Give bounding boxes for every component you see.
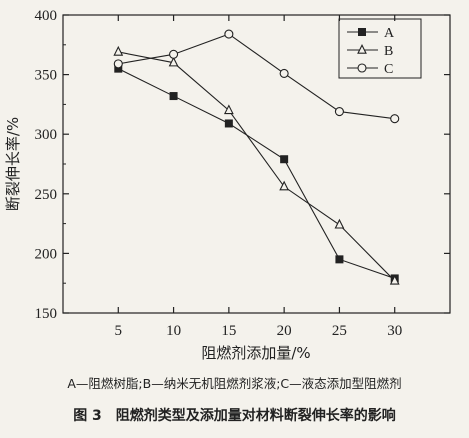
data-point-B [389,274,400,285]
data-point-B [223,104,234,115]
line-chart: 150 200 250 300 350 400 5 10 15 20 25 30 ABC 阻燃剂添加量… [4,8,451,362]
legend-box [338,18,422,79]
x-axis-title: 阻燃剂添加量/% [201,344,310,362]
data-point-C [169,49,179,59]
data-point-A [335,255,344,264]
ticks: 150 200 250 300 350 400 5 10 15 20 25 30 [35,8,450,339]
y-tick-label: 350 [35,68,58,84]
legend-label-B: B [384,44,393,59]
x-tick-label: 10 [166,323,181,339]
y-tick-label: 200 [35,246,58,262]
data-point-B [334,218,345,229]
data-point-C [224,29,234,39]
data-point-A [280,155,289,164]
series-line-A [118,68,395,279]
y-tick-label: 150 [35,306,58,322]
plot-frame [62,14,451,314]
series-C [113,29,400,124]
figure-caption: 图 3 阻燃剂类型及添加量对材料断裂伸长率的影响 [73,408,396,424]
legend-label-A: A [384,26,395,41]
legend: ABC [338,18,422,79]
data-point-B [168,56,179,67]
legend-marker-C [357,63,367,73]
series-A [114,64,399,283]
x-tick-label: 30 [387,323,402,339]
x-tick-label: 25 [332,323,347,339]
legend-marker-A [358,28,366,36]
legend-label-C: C [384,62,393,77]
data-point-B [113,45,124,56]
data-point-C [113,59,123,69]
series-line-B [118,51,396,282]
x-tick-label: 20 [277,323,292,339]
data-point-C [279,68,289,78]
data-point-C [390,114,400,124]
data-point-B [279,180,290,191]
x-tick-label: 5 [115,323,123,339]
x-tick-label: 15 [221,323,236,339]
series-line-C [118,33,395,120]
data-point-A [224,119,233,128]
y-tick-label: 300 [35,127,58,143]
legend-marker-B [357,43,367,54]
series-B [113,45,400,285]
figure-legend-note: A—阻燃树脂;B—纳米无机阻燃剂浆液;C—液态添加型阻燃剂 [67,376,402,391]
series-lines [113,29,400,285]
data-point-C [334,107,344,117]
y-axis-title: 断裂伸长率/% [4,117,22,211]
y-tick-label: 250 [35,187,58,203]
y-tick-label: 400 [35,8,58,24]
data-point-A [169,92,178,101]
